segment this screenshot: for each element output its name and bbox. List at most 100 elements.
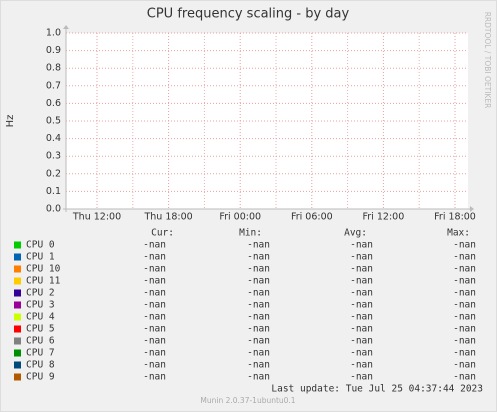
legend-label: CPU 0	[26, 240, 55, 251]
legend-swatch	[14, 349, 21, 357]
legend-stat: -nan	[247, 264, 270, 275]
y-tick-label: 0.6	[46, 98, 61, 109]
last-update: Last update: Tue Jul 25 04:37:44 2023	[271, 384, 483, 395]
legend-swatch	[14, 373, 21, 381]
x-tick-label: Fri 18:00	[434, 212, 476, 223]
x-tick-label: Fri 00:00	[219, 212, 261, 223]
legend-swatch	[14, 325, 21, 333]
y-tick-label: 0.2	[46, 168, 61, 179]
legend-stat: -nan	[350, 348, 373, 359]
y-tick-label: 0.7	[46, 80, 61, 91]
legend-label: CPU 9	[26, 372, 55, 383]
legend-stat: -nan	[453, 312, 476, 323]
legend-label: CPU 4	[26, 312, 55, 323]
x-tick-label: Thu 18:00	[143, 212, 192, 223]
legend-stat: -nan	[247, 240, 270, 251]
legend-stat: -nan	[143, 312, 166, 323]
axis-arrow	[63, 25, 69, 29]
legend-swatch	[14, 313, 21, 321]
legend-label: CPU 10	[26, 264, 61, 275]
legend-stat: -nan	[453, 360, 476, 371]
legend-stat: -nan	[247, 324, 270, 335]
legend-stat: -nan	[350, 336, 373, 347]
legend-label: CPU 8	[26, 360, 55, 371]
legend-stat: -nan	[247, 336, 270, 347]
x-tick-label: Fri 12:00	[363, 212, 405, 223]
legend-stat: -nan	[453, 336, 476, 347]
legend-swatch	[14, 265, 21, 273]
legend-stat: -nan	[350, 264, 373, 275]
legend-stat: -nan	[350, 300, 373, 311]
legend-stat: -nan	[350, 372, 373, 383]
legend-swatch	[14, 289, 21, 297]
x-tick-label: Fri 06:00	[291, 212, 333, 223]
y-axis-label: Hz	[5, 115, 16, 128]
legend-stat: -nan	[143, 360, 166, 371]
legend-swatch	[14, 253, 21, 261]
y-tick-label: 0.4	[46, 133, 61, 144]
legend-label: CPU 5	[26, 324, 55, 335]
legend-header: Max:	[447, 228, 470, 239]
legend-swatch	[14, 277, 21, 285]
footer: Munin 2.0.37-1ubuntu0.1	[200, 396, 295, 405]
legend-stat: -nan	[143, 276, 166, 287]
legend-stat: -nan	[453, 300, 476, 311]
legend-header: Avg:	[344, 228, 367, 239]
legend-label: CPU 6	[26, 336, 55, 347]
legend-stat: -nan	[247, 252, 270, 263]
legend-stat: -nan	[143, 372, 166, 383]
legend-stat: -nan	[143, 288, 166, 299]
legend-stat: -nan	[247, 372, 270, 383]
legend-stat: -nan	[453, 276, 476, 287]
x-tick-label: Thu 12:00	[72, 212, 121, 223]
legend-stat: -nan	[453, 324, 476, 335]
legend-stat: -nan	[247, 360, 270, 371]
legend-stat: -nan	[453, 372, 476, 383]
y-tick-label: 1.0	[46, 28, 61, 39]
axis-arrow	[470, 206, 474, 212]
legend-stat: -nan	[350, 288, 373, 299]
y-tick-label: 0.8	[46, 63, 61, 74]
legend-stat: -nan	[350, 240, 373, 251]
legend-swatch	[14, 301, 21, 309]
legend-stat: -nan	[247, 348, 270, 359]
legend-stat: -nan	[453, 348, 476, 359]
legend-stat: -nan	[350, 252, 373, 263]
legend-stat: -nan	[247, 300, 270, 311]
watermark: RRDTOOL / TOBI OETIKER	[483, 12, 492, 109]
y-tick-label: 0.0	[46, 204, 61, 215]
y-tick-label: 0.1	[46, 186, 61, 197]
legend-header: Cur:	[151, 228, 174, 239]
legend-label: CPU 7	[26, 348, 55, 359]
legend-stat: -nan	[143, 252, 166, 263]
y-tick-label: 0.9	[46, 45, 61, 56]
legend-stat: -nan	[247, 312, 270, 323]
legend-header: Min:	[239, 228, 262, 239]
legend-stat: -nan	[453, 252, 476, 263]
legend-label: CPU 1	[26, 252, 55, 263]
legend-stat: -nan	[350, 276, 373, 287]
legend-stat: -nan	[143, 324, 166, 335]
legend-label: CPU 3	[26, 300, 55, 311]
chart-title: CPU frequency scaling - by day	[147, 7, 350, 22]
legend-swatch	[14, 241, 21, 249]
legend-stat: -nan	[247, 288, 270, 299]
legend-stat: -nan	[453, 288, 476, 299]
legend-stat: -nan	[143, 300, 166, 311]
legend-stat: -nan	[350, 360, 373, 371]
legend-stat: -nan	[453, 240, 476, 251]
legend-stat: -nan	[143, 240, 166, 251]
legend-swatch	[14, 361, 21, 369]
y-tick-label: 0.3	[46, 151, 61, 162]
legend-stat: -nan	[143, 336, 166, 347]
legend-label: CPU 2	[26, 288, 55, 299]
legend-stat: -nan	[143, 348, 166, 359]
legend-swatch	[14, 337, 21, 345]
legend-stat: -nan	[350, 312, 373, 323]
legend-stat: -nan	[247, 276, 270, 287]
legend-label: CPU 11	[26, 276, 61, 287]
legend-stat: -nan	[143, 264, 166, 275]
legend-stat: -nan	[453, 264, 476, 275]
legend-stat: -nan	[350, 324, 373, 335]
